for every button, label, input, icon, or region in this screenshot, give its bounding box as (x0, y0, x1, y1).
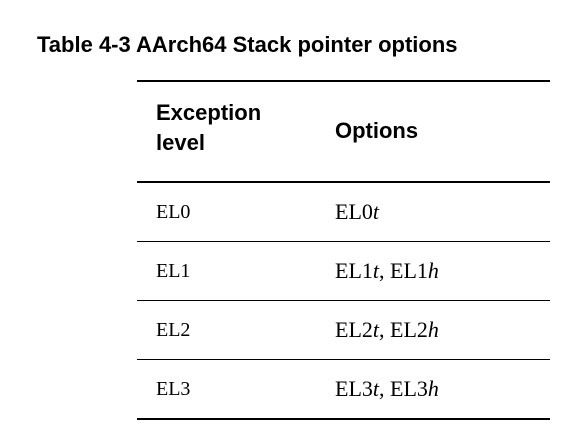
row-1-options: EL1t, EL1h (335, 258, 439, 283)
row-divider (137, 359, 550, 360)
row-divider (137, 300, 550, 301)
row-2-option-1-suffix: h (427, 317, 439, 342)
row-divider (137, 241, 550, 242)
row-0-level: EL0 (156, 201, 191, 223)
row-1-option-1-suffix: h (427, 258, 439, 283)
row-0-options: EL0t (335, 197, 379, 227)
row-3-option-1-suffix: h (427, 376, 439, 401)
table-top-rule (137, 80, 550, 82)
header-bottom-rule (137, 181, 550, 183)
header-exception-level: Exception level (156, 100, 262, 155)
row-0-option-0-suffix: t (372, 199, 380, 224)
row-1-option-1-base: EL1 (390, 258, 428, 283)
row-2-option-0-base: EL2 (335, 317, 373, 342)
row-2-level: EL2 (156, 319, 191, 341)
row-3-level: EL3 (156, 378, 191, 400)
row-3-option-0-base: EL3 (335, 376, 373, 401)
row-1-level: EL1 (156, 260, 191, 282)
row-3-options: EL3t, EL3h (335, 376, 439, 401)
row-2-options: EL2t, EL2h (335, 317, 439, 342)
table-caption: Table 4-3 AArch64 Stack pointer options (37, 32, 458, 57)
table-bottom-rule (137, 418, 550, 420)
row-0-option-0-base: EL0 (335, 199, 373, 224)
row-3-option-0-suffix: t (372, 376, 380, 401)
row-2-option-1-base: EL2 (390, 317, 428, 342)
row-1-option-0-suffix: t (372, 258, 380, 283)
row-3-option-1-base: EL3 (390, 376, 428, 401)
row-2-option-0-suffix: t (372, 317, 380, 342)
row-1-option-0-base: EL1 (335, 258, 373, 283)
header-options: Options (335, 118, 419, 143)
